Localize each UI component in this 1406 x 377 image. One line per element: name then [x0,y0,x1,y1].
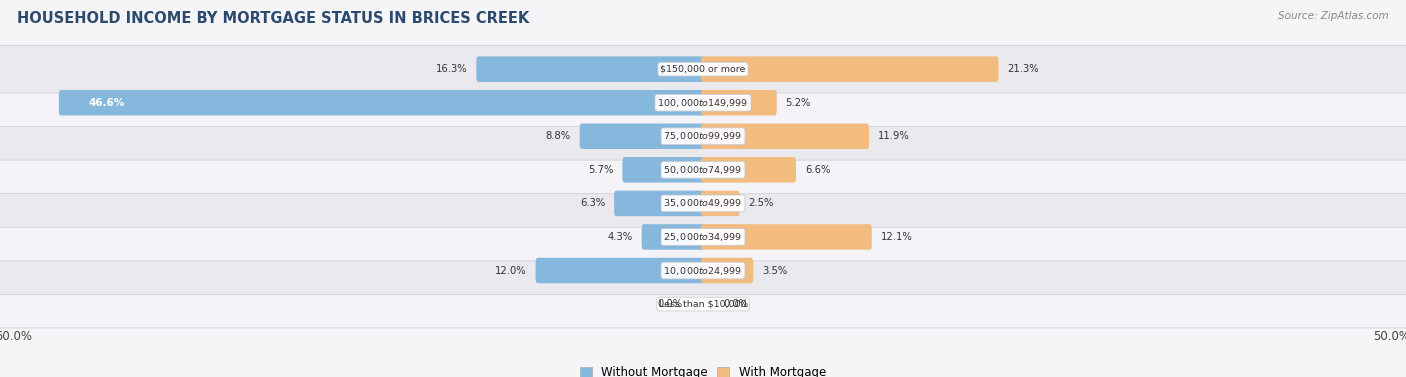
Text: 46.6%: 46.6% [89,98,125,108]
Text: $50,000 to $74,999: $50,000 to $74,999 [664,164,742,176]
Text: 12.0%: 12.0% [495,265,527,276]
Text: 6.6%: 6.6% [806,165,831,175]
Text: 5.2%: 5.2% [786,98,811,108]
Legend: Without Mortgage, With Mortgage: Without Mortgage, With Mortgage [581,366,825,377]
FancyBboxPatch shape [702,258,754,283]
Text: 2.5%: 2.5% [748,198,773,208]
Text: 4.3%: 4.3% [607,232,633,242]
FancyBboxPatch shape [0,146,1406,194]
Text: 3.5%: 3.5% [762,265,787,276]
FancyBboxPatch shape [702,57,998,82]
Text: Source: ZipAtlas.com: Source: ZipAtlas.com [1278,11,1389,21]
FancyBboxPatch shape [0,213,1406,261]
FancyBboxPatch shape [477,57,704,82]
FancyBboxPatch shape [0,247,1406,294]
Text: $100,000 to $149,999: $100,000 to $149,999 [658,97,748,109]
FancyBboxPatch shape [702,124,869,149]
FancyBboxPatch shape [0,112,1406,160]
FancyBboxPatch shape [702,157,796,182]
Text: 16.3%: 16.3% [436,64,467,74]
Text: 5.7%: 5.7% [588,165,613,175]
FancyBboxPatch shape [59,90,704,115]
Text: $25,000 to $34,999: $25,000 to $34,999 [664,231,742,243]
FancyBboxPatch shape [579,124,704,149]
Text: Less than $10,000: Less than $10,000 [659,300,747,309]
FancyBboxPatch shape [0,179,1406,227]
FancyBboxPatch shape [0,45,1406,93]
Text: 21.3%: 21.3% [1008,64,1039,74]
Text: $75,000 to $99,999: $75,000 to $99,999 [664,130,742,142]
FancyBboxPatch shape [641,224,704,250]
Text: 12.1%: 12.1% [880,232,912,242]
Text: $10,000 to $24,999: $10,000 to $24,999 [664,265,742,276]
FancyBboxPatch shape [0,280,1406,328]
Text: $150,000 or more: $150,000 or more [661,64,745,74]
Text: 6.3%: 6.3% [579,198,605,208]
FancyBboxPatch shape [702,224,872,250]
Text: 11.9%: 11.9% [877,131,910,141]
FancyBboxPatch shape [536,258,704,283]
FancyBboxPatch shape [623,157,704,182]
FancyBboxPatch shape [0,79,1406,127]
Text: HOUSEHOLD INCOME BY MORTGAGE STATUS IN BRICES CREEK: HOUSEHOLD INCOME BY MORTGAGE STATUS IN B… [17,11,529,26]
FancyBboxPatch shape [614,191,704,216]
Text: $35,000 to $49,999: $35,000 to $49,999 [664,198,742,209]
Text: 0.0%: 0.0% [657,299,682,309]
Text: 0.0%: 0.0% [724,299,749,309]
Text: 8.8%: 8.8% [546,131,571,141]
FancyBboxPatch shape [702,90,776,115]
FancyBboxPatch shape [702,191,740,216]
